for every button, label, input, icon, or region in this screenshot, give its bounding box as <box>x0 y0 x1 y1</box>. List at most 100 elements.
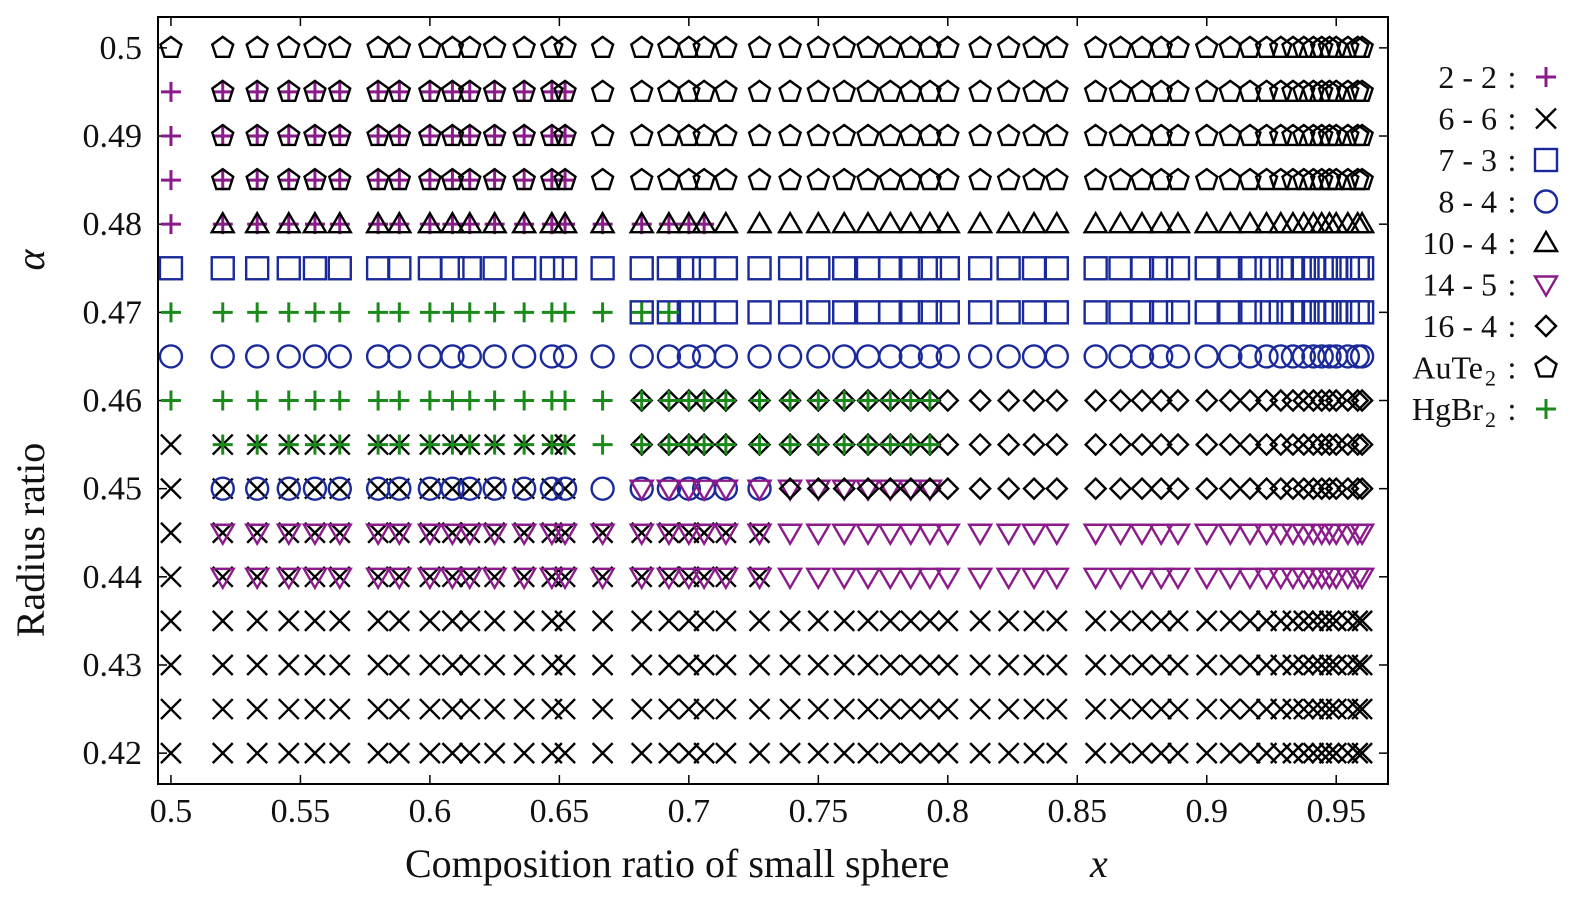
data-point <box>713 35 738 58</box>
data-point <box>1346 476 1370 501</box>
y-tick-label: 0.44 <box>83 559 143 596</box>
data-point <box>969 654 992 676</box>
data-point <box>1165 344 1191 369</box>
data-point <box>514 434 535 455</box>
data-point <box>715 390 736 411</box>
series-6-6 <box>160 433 1373 764</box>
data-point <box>1166 35 1190 58</box>
data-point <box>1022 476 1046 501</box>
data-point <box>805 210 832 234</box>
data-point <box>1253 523 1280 547</box>
data-point <box>1292 476 1316 501</box>
data-point <box>458 654 481 676</box>
data-point <box>244 567 271 591</box>
data-point <box>211 521 234 544</box>
data-point <box>630 742 653 764</box>
data-point <box>897 210 924 234</box>
data-point <box>1130 79 1154 103</box>
data-point <box>328 742 351 764</box>
data-point <box>916 479 944 503</box>
y-tick-label: 0.43 <box>83 647 143 684</box>
data-point <box>590 476 615 501</box>
data-point <box>301 210 329 234</box>
data-point <box>539 123 564 147</box>
data-point <box>919 654 941 676</box>
data-point <box>512 167 537 191</box>
data-point <box>276 79 301 103</box>
data-point <box>551 210 579 234</box>
data-point <box>159 35 183 58</box>
legend-item: 8 - 4: <box>1438 184 1559 220</box>
data-point <box>677 521 700 544</box>
data-point <box>591 654 614 676</box>
data-point <box>1237 344 1263 369</box>
data-point <box>389 126 410 147</box>
data-point <box>1108 432 1133 457</box>
data-point <box>831 523 858 547</box>
data-point <box>511 567 538 591</box>
legend: 2 - 2:6 - 6:7 - 3:8 - 4:10 - 4:14 - 5:16… <box>1412 59 1560 432</box>
data-point <box>551 567 579 591</box>
data-point <box>1083 432 1108 457</box>
data-point <box>1167 610 1189 632</box>
data-point <box>1082 523 1109 547</box>
data-point <box>275 523 302 547</box>
data-point <box>539 35 564 58</box>
data-point <box>656 35 681 58</box>
data-point <box>590 167 615 191</box>
data-point <box>691 210 718 234</box>
data-point <box>484 434 505 455</box>
data-point <box>1282 742 1304 764</box>
data-point <box>777 344 803 369</box>
data-point <box>877 523 904 547</box>
data-point <box>900 390 921 411</box>
legend-label: 2 - 2 <box>1438 59 1497 95</box>
data-point <box>209 210 236 234</box>
data-point <box>276 344 301 369</box>
data-point <box>1239 742 1261 764</box>
data-point <box>747 35 772 58</box>
data-point <box>511 523 538 547</box>
data-point <box>1023 610 1045 632</box>
data-point <box>996 344 1021 369</box>
data-point <box>967 210 994 234</box>
data-point <box>459 390 480 411</box>
data-point <box>368 170 389 191</box>
data-point <box>1349 523 1376 547</box>
data-point <box>555 434 576 455</box>
data-point <box>211 698 234 720</box>
data-point <box>386 523 413 547</box>
data-point <box>539 167 564 191</box>
data-point <box>1218 79 1243 103</box>
data-point <box>1281 432 1305 457</box>
data-point <box>967 523 994 547</box>
data-point <box>806 256 831 281</box>
data-point <box>275 567 302 591</box>
data-point <box>368 434 389 455</box>
data-point <box>677 565 700 588</box>
data-point <box>417 167 442 191</box>
data-point <box>1301 256 1326 281</box>
data-point <box>276 256 301 281</box>
data-point <box>484 302 505 323</box>
data-point <box>1083 256 1108 281</box>
data-point <box>275 210 302 234</box>
data-point <box>1268 79 1293 103</box>
data-point <box>1045 742 1068 764</box>
data-point <box>244 523 271 547</box>
data-point <box>555 302 576 323</box>
data-point <box>1350 476 1374 501</box>
data-point <box>1045 432 1069 457</box>
data-point <box>417 35 442 58</box>
data-point <box>693 654 715 676</box>
data-point <box>780 390 801 411</box>
data-point <box>483 654 506 676</box>
data-point <box>1292 698 1315 720</box>
data-point <box>918 476 942 501</box>
data-point <box>899 476 923 501</box>
data-point <box>1108 388 1133 413</box>
data-point <box>276 35 301 58</box>
data-point <box>211 610 234 632</box>
data-point <box>748 610 771 632</box>
data-point <box>551 523 579 547</box>
